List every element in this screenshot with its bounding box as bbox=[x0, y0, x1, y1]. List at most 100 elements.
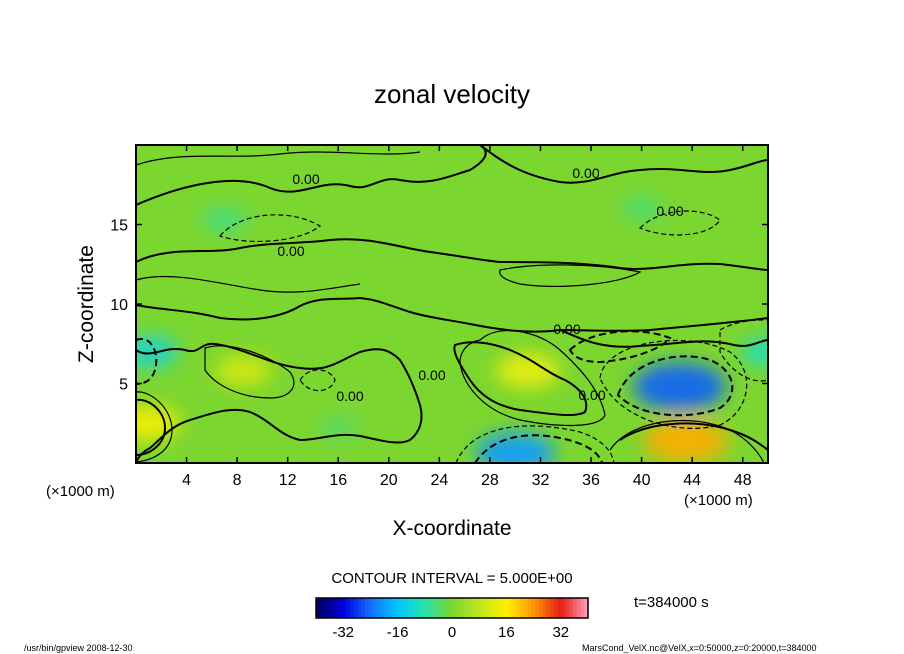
colorbar-cell bbox=[334, 598, 340, 618]
colorbar-cell bbox=[572, 598, 578, 618]
colorbar-frame bbox=[315, 597, 589, 619]
contour-line bbox=[299, 369, 336, 392]
colorbar-cell bbox=[384, 598, 389, 618]
colorbar-cell bbox=[486, 598, 491, 618]
contour-line bbox=[136, 398, 167, 456]
plot-area: 0.00 0.00 0.00 0.00 0.00 0.00 0.00 0.00 bbox=[136, 145, 768, 463]
colorbar-cell bbox=[357, 598, 362, 618]
colorbar-cell bbox=[338, 598, 344, 618]
colorbar-cell bbox=[361, 598, 366, 618]
contour-label: 0.00 bbox=[292, 171, 319, 187]
colorbar-cell bbox=[550, 598, 555, 618]
colorbar-cell bbox=[365, 598, 370, 618]
colorbar-cell bbox=[391, 598, 396, 618]
colorbar-ticks: -32 -16 0 16 32 bbox=[332, 624, 569, 641]
x-axis: 4 8 12 16 20 24 28 32 36 40 44 48 bbox=[182, 145, 752, 489]
colorbar-cell bbox=[478, 598, 483, 618]
colorbar-cell bbox=[459, 598, 464, 618]
colorbar-cell bbox=[323, 598, 328, 618]
colorbar-cell bbox=[516, 598, 521, 618]
contour-line bbox=[616, 355, 734, 417]
colorbar-cell bbox=[440, 598, 446, 618]
contour-line bbox=[455, 425, 615, 463]
colorbar-cell bbox=[319, 598, 325, 618]
colorbar-cell bbox=[546, 598, 551, 618]
colorbar-cell bbox=[399, 598, 404, 618]
contour-label: 0.00 bbox=[572, 165, 599, 181]
x-axis-label: X-coordinate bbox=[392, 517, 511, 540]
colorbar-cell bbox=[463, 598, 468, 618]
contour-line bbox=[204, 345, 295, 399]
colorbar-cell bbox=[535, 598, 540, 618]
x-tick-label: 28 bbox=[481, 472, 499, 489]
colorbar-cell bbox=[565, 598, 570, 618]
colorbar-cell bbox=[527, 598, 532, 618]
contour-line bbox=[136, 275, 361, 293]
colorbar-cell bbox=[316, 598, 321, 618]
colorbar-cell bbox=[346, 598, 351, 618]
colorbar-cell bbox=[569, 598, 574, 618]
colorbar-tick-label: -32 bbox=[332, 624, 354, 641]
colorbar-cell bbox=[576, 598, 582, 618]
x-tick-label: 12 bbox=[279, 472, 297, 489]
colorbar-cell bbox=[387, 598, 393, 618]
chart-title: zonal velocity bbox=[374, 79, 530, 109]
colorbar-cell bbox=[497, 598, 502, 618]
colorbar-cell bbox=[467, 598, 472, 618]
colorbar-cell bbox=[531, 598, 536, 618]
contour-line bbox=[559, 329, 768, 348]
colorbar-cell bbox=[504, 598, 510, 618]
contour-line bbox=[609, 419, 765, 463]
contour-line bbox=[499, 264, 642, 287]
footer-right: MarsCond_VelX.nc@VelX,x=0:50000,z=0:2000… bbox=[582, 643, 817, 653]
colorbar-cell bbox=[410, 598, 415, 618]
value-blob bbox=[319, 417, 358, 439]
colorbar-cell bbox=[395, 598, 400, 618]
contour-line bbox=[136, 238, 768, 271]
x-tick-label: 24 bbox=[430, 472, 448, 489]
colorbar-tick-label: -16 bbox=[387, 624, 409, 641]
contour-line bbox=[136, 338, 158, 385]
colorbar-tick-label: 32 bbox=[552, 624, 569, 641]
y-tick-label: 15 bbox=[110, 218, 128, 235]
colorbar-cell bbox=[353, 598, 359, 618]
time-label: t=384000 s bbox=[634, 594, 709, 611]
value-blob bbox=[621, 197, 663, 220]
contour-label: 0.00 bbox=[418, 367, 445, 383]
colorbar-cell bbox=[406, 598, 412, 618]
colorbar-cell bbox=[482, 598, 487, 618]
contour-line bbox=[719, 319, 768, 382]
contour-label: 0.00 bbox=[578, 387, 605, 403]
colorbar-cell bbox=[414, 598, 419, 618]
colorbar-cell bbox=[580, 598, 585, 618]
colorbar-cell bbox=[327, 598, 332, 618]
colorbar-cell bbox=[523, 598, 529, 618]
contour-label: 0.00 bbox=[656, 203, 683, 219]
colorbar-cell bbox=[444, 598, 449, 618]
contour-label: 0.00 bbox=[277, 243, 304, 259]
value-blob bbox=[633, 362, 727, 411]
plot-background bbox=[136, 145, 768, 463]
x-axis-unit-left: (×1000 m) bbox=[46, 483, 115, 500]
x-tick-label: 20 bbox=[380, 472, 398, 489]
contour-line bbox=[218, 214, 322, 243]
colorbar-cell bbox=[508, 598, 514, 618]
colorbar-cell bbox=[425, 598, 430, 618]
colorbar-cell bbox=[493, 598, 498, 618]
contour-line bbox=[136, 145, 487, 206]
value-blob bbox=[643, 418, 729, 463]
colorbar-tick-label: 16 bbox=[498, 624, 515, 641]
contour-lines bbox=[136, 145, 768, 463]
colorbar-cell bbox=[418, 598, 423, 618]
contour-labels: 0.00 0.00 0.00 0.00 0.00 0.00 0.00 0.00 bbox=[277, 165, 683, 404]
value-blob bbox=[741, 337, 768, 367]
colorbar bbox=[316, 598, 589, 618]
contour-line bbox=[136, 296, 768, 333]
colorbar-cell bbox=[512, 598, 517, 618]
value-blob bbox=[136, 405, 180, 441]
colorbar-cell bbox=[474, 598, 480, 618]
contour-line bbox=[474, 434, 603, 463]
colorbar-cell bbox=[561, 598, 566, 618]
contour-line bbox=[453, 341, 588, 417]
